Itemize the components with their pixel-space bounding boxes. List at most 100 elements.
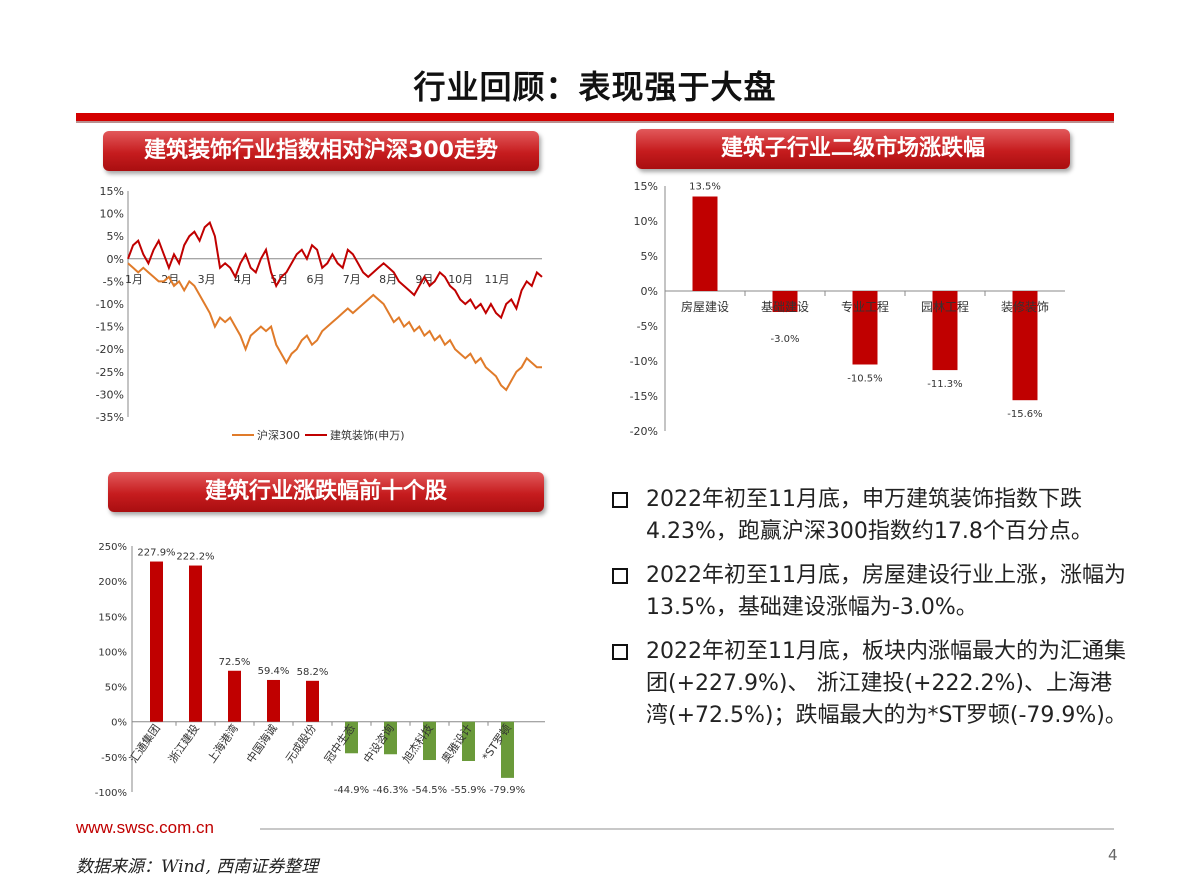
line-chart-y-tick-label: 10% [100, 208, 124, 221]
bar-chart-y-tick-label: -20% [630, 425, 658, 438]
stock-value-label: -54.5% [412, 785, 447, 796]
line-chart-x-tick-label: 3月 [198, 273, 216, 286]
stock-value-label: -79.9% [490, 785, 525, 796]
bar-value-label: -11.3% [927, 379, 962, 390]
panel-title-index: 建筑装饰行业指数相对沪深300走势 [103, 131, 539, 171]
stock-value-label: 72.5% [219, 657, 251, 668]
line-chart-y-tick-label: -5% [103, 275, 124, 288]
top-chart-y-tick-label: -50% [101, 753, 127, 764]
stock-value-label: -55.9% [451, 785, 486, 796]
bullet-item: 2022年初至11月底，房屋建设行业上涨，涨幅为13.5%，基础建设涨幅为-3.… [608, 560, 1128, 624]
bullet-item: 2022年初至11月底，申万建筑装饰指数下跌4.23%，跑赢沪深300指数约17… [608, 484, 1128, 548]
top-chart-y-tick-label: 150% [98, 612, 127, 623]
bar-chart-y-tick-label: -10% [630, 355, 658, 368]
bar-1 [692, 196, 718, 291]
legend-label: 沪深300 [257, 428, 300, 442]
bar-chart-y-tick-label: -5% [637, 320, 658, 333]
bar-category-label: 专业工程 [841, 299, 889, 314]
line-chart-x-tick-label: 11月 [485, 273, 510, 286]
bar-value-label: 13.5% [689, 182, 721, 193]
stock-value-label: -44.9% [334, 785, 369, 796]
stock-value-label: 227.9% [137, 548, 175, 559]
bar-category-label: 房屋建设 [681, 299, 729, 314]
bar-chart-y-tick-label: -15% [630, 390, 658, 403]
bar-category-label: 园林工程 [921, 299, 969, 314]
line-chart-y-tick-label: -35% [96, 411, 124, 424]
line-chart-x-tick-label: 1月 [125, 273, 143, 286]
stock-category-label: 中国海诚 [243, 721, 280, 765]
title-rule-shadow [76, 121, 1114, 123]
panel-title-top-stocks: 建筑行业涨跌幅前十个股 [108, 472, 544, 512]
top-chart-y-tick-label: 200% [98, 577, 127, 588]
stock-bar-10 [501, 721, 514, 778]
footer-url-link[interactable]: www.swsc.com.cn [76, 818, 214, 837]
stock-bar-1 [150, 561, 163, 722]
line-series-construction [127, 220, 543, 320]
bullet-list: 2022年初至11月底，申万建筑装饰指数下跌4.23%，跑赢沪深300指数约17… [608, 484, 1128, 744]
stock-category-label: 元成股份 [283, 722, 319, 765]
bar-chart-y-tick-label: 5% [641, 250, 658, 263]
line-chart-x-tick-label: 9月 [415, 273, 433, 286]
bar-value-label: -15.6% [1007, 409, 1042, 420]
stock-value-label: 58.2% [297, 667, 329, 678]
legend-label: 建筑装饰(申万) [330, 428, 405, 442]
panel-title-subindustry: 建筑子行业二级市场涨跌幅 [636, 129, 1070, 169]
line-chart-x-tick-label: 7月 [343, 273, 361, 286]
stock-category-label: 浙江建投 [165, 721, 202, 765]
top-chart-y-tick-label: 100% [98, 647, 127, 658]
line-chart-x-tick-label: 8月 [379, 273, 397, 286]
bullet-item: 2022年初至11月底，板块内涨幅最大的为汇通集团(+227.9%)、 浙江建投… [608, 636, 1128, 732]
line-chart-x-tick-label: 4月 [234, 273, 252, 286]
top-chart-y-tick-label: 0% [111, 718, 127, 729]
line-series-hs300 [127, 262, 542, 392]
bar-3 [852, 291, 878, 365]
line-chart-y-tick-label: 0% [107, 253, 124, 266]
stock-bar-9 [462, 721, 475, 762]
line-chart-y-tick-label: -30% [96, 388, 124, 401]
stock-value-label: 59.4% [258, 666, 290, 677]
data-source-note: 数据来源：Wind, 西南证券整理 [76, 857, 319, 877]
bar-chart-y-tick-label: 10% [634, 215, 658, 228]
title-rule [76, 113, 1114, 121]
page-number: 4 [1108, 846, 1118, 864]
bar-chart-y-tick-label: 15% [634, 180, 658, 193]
bar-4 [932, 291, 958, 371]
line-chart-y-tick-label: 15% [100, 185, 124, 198]
stock-bar-7 [384, 721, 397, 755]
bar-chart-y-tick-label: 0% [641, 285, 658, 298]
bullet-text: 2022年初至11月底，申万建筑装饰指数下跌4.23%，跑赢沪深300指数约17… [646, 487, 1093, 544]
bar-category-label: 装修装饰 [1001, 299, 1049, 314]
bar-5 [1012, 291, 1038, 401]
top-chart-y-tick-label: -100% [95, 788, 127, 799]
stock-bar-5 [306, 680, 319, 722]
stock-bar-8 [423, 721, 436, 761]
stock-bar-2 [189, 565, 202, 722]
stock-value-label: 222.2% [176, 552, 214, 563]
footer-rule [260, 828, 1114, 830]
line-chart-x-tick-label: 10月 [448, 273, 473, 286]
stock-bar-4 [267, 679, 280, 722]
page-title: 行业回顾：表现强于大盘 [413, 68, 777, 106]
top-chart-y-tick-label: 250% [98, 542, 127, 553]
stock-value-label: -46.3% [373, 785, 408, 796]
stock-category-label: 上海港湾 [204, 721, 241, 765]
bullet-text: 2022年初至11月底，房屋建设行业上涨，涨幅为13.5%，基础建设涨幅为-3.… [646, 563, 1126, 620]
stock-bar-3 [228, 670, 241, 722]
bar-category-label: 基础建设 [761, 300, 809, 314]
top-chart-y-tick-label: 50% [105, 683, 127, 694]
line-chart-y-tick-label: 5% [107, 230, 124, 243]
line-chart-y-tick-label: -10% [96, 298, 124, 311]
line-chart-y-tick-label: -25% [96, 366, 124, 379]
bullet-text: 2022年初至11月底，板块内涨幅最大的为汇通集团(+227.9%)、 浙江建投… [646, 639, 1127, 728]
line-chart-y-tick-label: -20% [96, 343, 124, 356]
bar-2 [772, 291, 798, 312]
bar-value-label: -10.5% [847, 374, 882, 385]
line-chart-y-tick-label: -15% [96, 321, 124, 334]
stock-bar-6 [345, 721, 358, 754]
bullet-box-icon [612, 492, 628, 508]
bullet-box-icon [612, 568, 628, 584]
line-chart-x-tick-label: 6月 [307, 273, 325, 286]
bullet-box-icon [612, 644, 628, 660]
bar-value-label: -3.0% [770, 334, 799, 345]
